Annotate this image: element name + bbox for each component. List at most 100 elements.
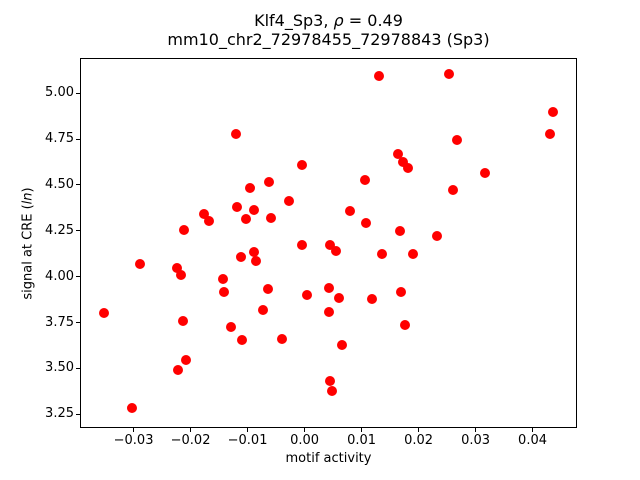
y-tick-mark xyxy=(76,322,80,324)
data-point xyxy=(324,376,335,387)
data-point xyxy=(218,287,229,298)
data-point xyxy=(250,255,261,266)
data-point xyxy=(264,177,275,187)
data-point xyxy=(403,163,414,174)
y-tick-label: 4.50 xyxy=(45,176,74,192)
x-tick-label: 0.02 xyxy=(404,433,434,448)
data-point xyxy=(172,263,183,274)
data-point xyxy=(545,129,556,140)
data-point xyxy=(249,246,260,257)
data-point xyxy=(265,212,276,223)
data-point xyxy=(230,128,241,139)
y-tick-mark xyxy=(76,138,80,140)
x-tick-label: 0.04 xyxy=(518,433,548,448)
data-point xyxy=(359,175,370,186)
y-tick-label: 4.00 xyxy=(45,268,74,284)
y-tick-label: 3.25 xyxy=(45,406,74,422)
y-axis-label-italic: ln xyxy=(20,192,36,205)
data-point xyxy=(373,70,384,81)
data-point xyxy=(393,149,404,160)
x-tick-label: −0.02 xyxy=(170,433,211,448)
x-tick-label: 0.00 xyxy=(290,433,320,448)
data-point xyxy=(327,385,338,396)
data-point xyxy=(480,168,491,179)
data-point xyxy=(334,293,345,304)
data-point xyxy=(324,307,335,318)
y-axis-label-prefix: signal at CRE ( xyxy=(20,204,36,300)
x-tick-mark xyxy=(133,428,135,432)
data-point xyxy=(198,208,209,219)
chart-title-prefix: Klf4_Sp3, xyxy=(254,11,334,30)
data-point xyxy=(296,159,307,170)
data-point xyxy=(360,217,371,228)
x-tick-label: −0.01 xyxy=(227,433,268,448)
data-point xyxy=(366,293,377,304)
data-point xyxy=(248,204,259,215)
data-point xyxy=(323,283,334,294)
data-point xyxy=(240,214,251,225)
data-point xyxy=(407,249,418,260)
data-point xyxy=(127,403,138,413)
y-tick-label: 3.75 xyxy=(45,314,74,330)
x-tick-mark xyxy=(418,428,420,432)
data-point xyxy=(432,231,443,242)
y-tick-mark xyxy=(76,230,80,232)
chart-subtitle: mm10_chr2_72978455_72978843 (Sp3) xyxy=(167,30,490,49)
y-tick-mark xyxy=(76,92,80,94)
chart-title-rest: = 0.49 xyxy=(343,11,403,30)
data-point xyxy=(231,202,242,213)
x-tick-label: −0.03 xyxy=(113,433,154,448)
x-tick-mark xyxy=(190,428,192,432)
data-point xyxy=(297,239,308,250)
y-tick-mark xyxy=(76,413,80,415)
data-point xyxy=(257,304,268,315)
y-tick-mark xyxy=(76,184,80,186)
data-point xyxy=(218,274,229,285)
data-point xyxy=(262,284,273,295)
data-point xyxy=(395,287,406,298)
data-point xyxy=(173,364,184,375)
data-point xyxy=(330,245,341,256)
y-tick-mark xyxy=(76,367,80,369)
x-tick-label: 0.03 xyxy=(461,433,491,448)
data-point xyxy=(236,252,247,263)
data-point xyxy=(178,225,189,236)
x-tick-mark xyxy=(304,428,306,432)
data-point xyxy=(301,290,312,301)
x-tick-mark xyxy=(361,428,363,432)
y-tick-label: 5.00 xyxy=(45,85,74,101)
y-tick-label: 4.75 xyxy=(45,131,74,147)
x-axis-label: motif activity xyxy=(285,451,372,466)
data-point xyxy=(444,68,455,79)
x-tick-mark xyxy=(247,428,249,432)
x-tick-mark xyxy=(532,428,534,432)
data-point xyxy=(226,322,237,333)
y-tick-mark xyxy=(76,276,80,278)
chart-title-block: Klf4_Sp3, ρ = 0.49 mm10_chr2_72978455_72… xyxy=(80,11,577,49)
chart-title: Klf4_Sp3, ρ = 0.49 xyxy=(80,11,577,30)
data-point xyxy=(245,182,256,193)
data-point xyxy=(203,216,214,227)
data-point xyxy=(398,157,409,167)
data-point xyxy=(178,316,189,327)
data-point xyxy=(336,340,347,351)
data-point xyxy=(175,270,186,281)
data-point xyxy=(451,134,462,145)
data-point xyxy=(548,107,559,118)
x-tick-mark xyxy=(475,428,477,432)
y-tick-label: 4.25 xyxy=(45,222,74,238)
data-point xyxy=(447,184,458,195)
data-point xyxy=(277,333,288,344)
data-point xyxy=(399,319,410,330)
y-tick-label: 3.50 xyxy=(45,360,74,376)
data-point xyxy=(394,226,405,237)
data-point xyxy=(98,308,109,319)
data-point xyxy=(344,205,355,216)
data-point xyxy=(237,335,248,346)
rho-symbol: ρ xyxy=(333,11,344,30)
x-tick-label: 0.01 xyxy=(347,433,377,448)
data-point xyxy=(181,354,191,365)
data-point xyxy=(376,249,387,260)
data-point xyxy=(284,196,295,207)
